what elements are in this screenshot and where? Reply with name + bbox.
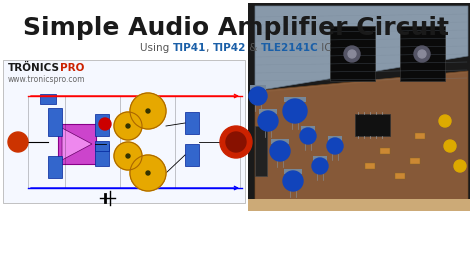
Circle shape [226,132,246,152]
FancyBboxPatch shape [395,173,405,179]
Circle shape [344,46,360,62]
Text: TIP41: TIP41 [173,43,206,53]
Text: IC: IC [318,43,332,53]
Text: Simple Audio Amplifier Circuit: Simple Audio Amplifier Circuit [23,16,449,40]
FancyBboxPatch shape [95,114,109,136]
Circle shape [418,50,426,58]
Circle shape [283,99,307,123]
FancyBboxPatch shape [313,156,327,161]
FancyBboxPatch shape [255,126,267,176]
FancyBboxPatch shape [259,109,277,114]
Circle shape [327,138,343,154]
Circle shape [99,118,111,130]
Text: TRÖNICS: TRÖNICS [8,63,60,73]
Circle shape [114,112,142,140]
Circle shape [126,124,130,128]
Circle shape [454,160,466,172]
FancyBboxPatch shape [58,124,96,164]
Circle shape [114,142,142,170]
FancyBboxPatch shape [250,85,266,90]
FancyBboxPatch shape [410,158,420,164]
FancyBboxPatch shape [248,3,470,211]
FancyBboxPatch shape [284,169,302,174]
FancyBboxPatch shape [3,60,245,203]
Text: TLE2141C: TLE2141C [261,43,318,53]
Circle shape [146,171,150,175]
FancyBboxPatch shape [400,26,445,81]
Polygon shape [255,6,468,91]
Circle shape [300,128,316,144]
FancyBboxPatch shape [95,141,109,151]
Circle shape [283,171,303,191]
Text: &: & [246,43,261,53]
FancyBboxPatch shape [40,94,56,104]
Circle shape [146,109,150,113]
FancyBboxPatch shape [185,112,199,134]
Circle shape [348,50,356,58]
Polygon shape [62,128,92,160]
Circle shape [126,154,130,158]
Text: ,: , [206,43,212,53]
FancyBboxPatch shape [185,144,199,166]
Circle shape [258,111,278,131]
FancyBboxPatch shape [48,156,62,178]
Text: TIP42: TIP42 [212,43,246,53]
FancyBboxPatch shape [248,199,470,211]
FancyBboxPatch shape [328,136,342,141]
FancyBboxPatch shape [365,163,375,169]
Text: PRO: PRO [60,63,84,73]
FancyBboxPatch shape [380,148,390,154]
Circle shape [439,115,451,127]
Polygon shape [255,71,468,209]
FancyBboxPatch shape [48,108,62,136]
Circle shape [130,93,166,129]
Circle shape [270,141,290,161]
FancyBboxPatch shape [355,114,390,136]
Polygon shape [256,73,467,208]
Circle shape [249,87,267,105]
Circle shape [414,46,430,62]
FancyBboxPatch shape [301,126,315,131]
Text: Using: Using [140,43,173,53]
Circle shape [444,140,456,152]
FancyBboxPatch shape [95,144,109,166]
FancyBboxPatch shape [271,139,289,144]
Circle shape [130,155,166,191]
Circle shape [312,158,328,174]
Circle shape [8,132,28,152]
FancyBboxPatch shape [284,97,306,102]
Text: www.tronicspro.com: www.tronicspro.com [8,76,86,85]
FancyBboxPatch shape [415,133,425,139]
Circle shape [220,126,252,158]
FancyBboxPatch shape [330,26,375,81]
